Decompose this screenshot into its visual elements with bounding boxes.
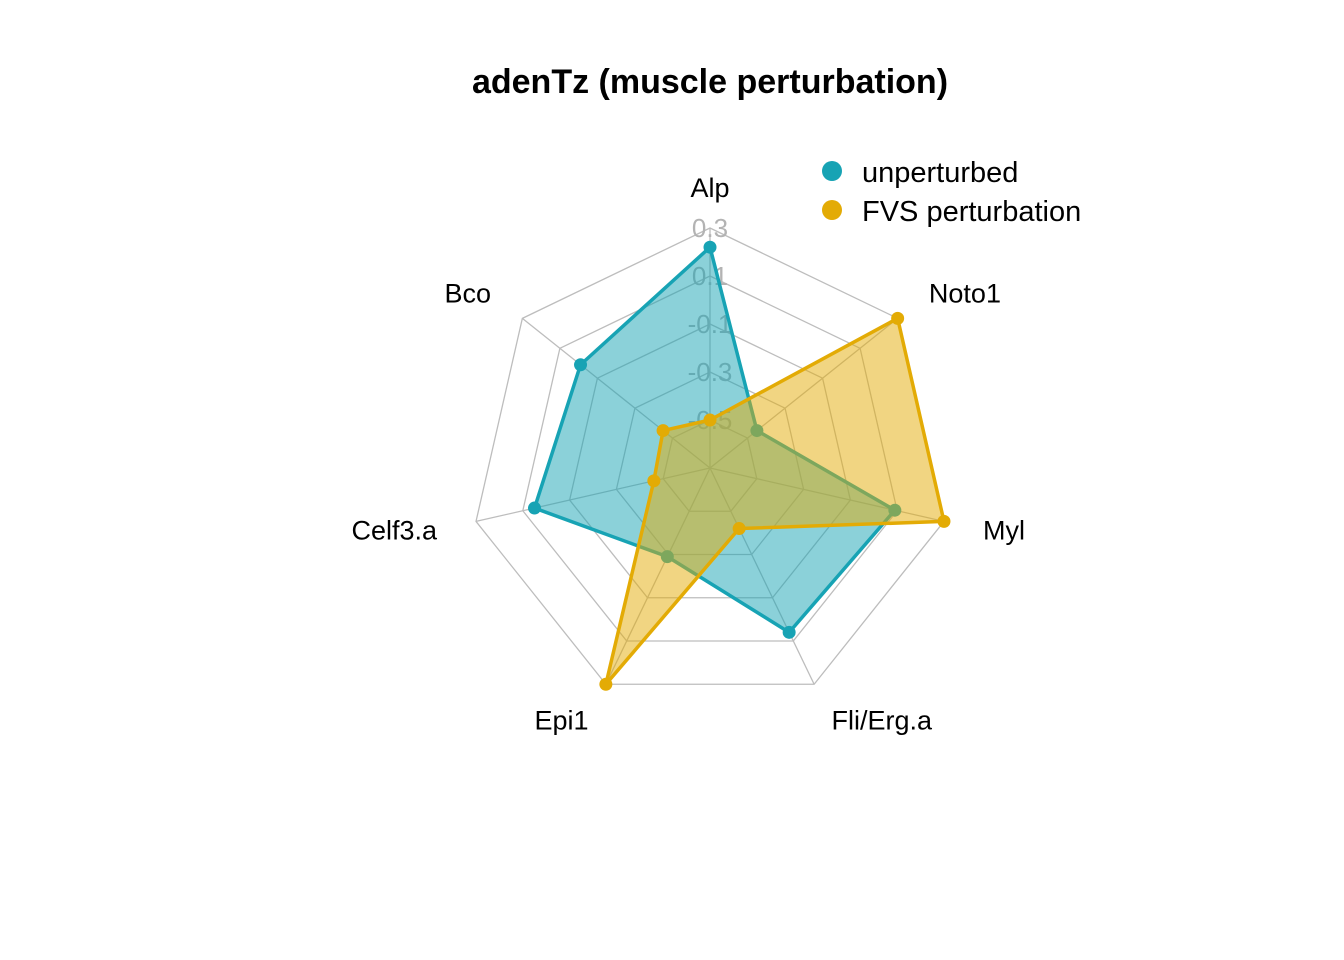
axis-label-alp: Alp <box>690 173 729 203</box>
axis-label-epi1: Epi1 <box>534 705 588 735</box>
series-area-fvs-perturbation <box>604 316 946 686</box>
tick-label: 0.3 <box>692 213 728 243</box>
chart-title: adenTz (muscle perturbation) <box>472 63 948 101</box>
data-point-fvs-perturbation-noto1 <box>891 311 905 325</box>
legend-marker-fvs-perturbation <box>822 200 842 220</box>
data-point-fvs-perturbation-alp <box>703 413 717 427</box>
data-point-fvs-perturbation-fli-erg-a <box>732 522 746 536</box>
data-point-fvs-perturbation-myl <box>937 514 951 528</box>
data-point-unperturbed-alp <box>703 240 717 254</box>
legend-label-unperturbed: unperturbed <box>862 157 1018 189</box>
legend: unperturbed FVS perturbation <box>822 157 1081 228</box>
data-point-fvs-perturbation-epi1 <box>599 677 613 691</box>
data-point-unperturbed-fli-erg-a <box>782 625 796 639</box>
legend-label-fvs-perturbation: FVS perturbation <box>862 196 1081 228</box>
axis-label-fli-erg-a: Fli/Erg.a <box>831 705 933 735</box>
data-point-unperturbed-celf3-a <box>528 501 542 515</box>
radar-series <box>528 240 951 691</box>
data-point-fvs-perturbation-celf3-a <box>647 474 661 488</box>
legend-marker-unperturbed <box>822 161 842 181</box>
axis-label-noto1: Noto1 <box>929 278 1001 308</box>
data-point-unperturbed-bco <box>574 358 588 372</box>
axis-label-celf3-a: Celf3.a <box>351 515 438 545</box>
data-point-fvs-perturbation-bco <box>656 424 670 438</box>
axis-label-bco: Bco <box>445 278 492 308</box>
axis-labels: Alp Noto1 Myl Fli/Erg.a Epi1 Celf3.a Bco <box>351 173 1025 735</box>
axis-label-myl: Myl <box>983 515 1025 545</box>
series-fvs-perturbation <box>599 311 951 691</box>
